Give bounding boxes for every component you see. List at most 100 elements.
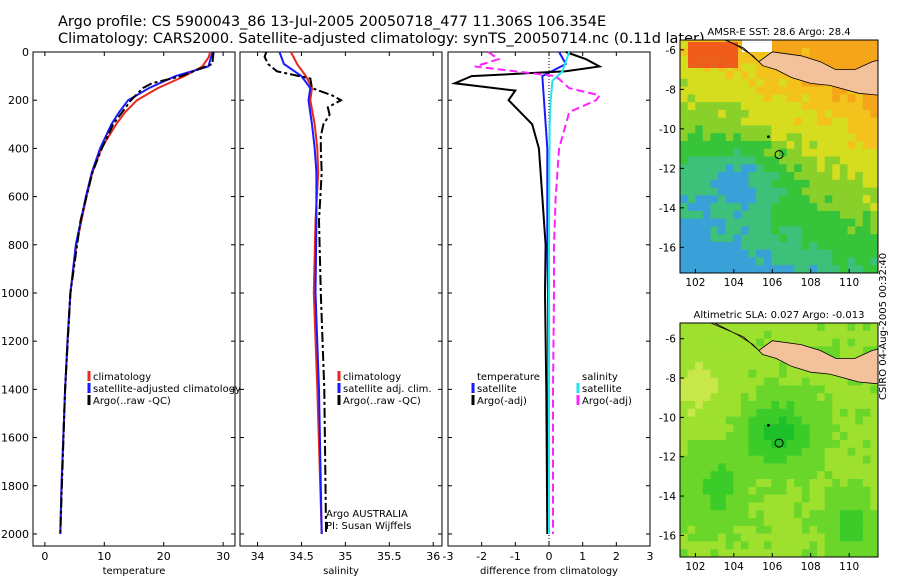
sst-map-land bbox=[723, 40, 878, 96]
map-cell bbox=[779, 455, 788, 464]
y-tick-label: 1400 bbox=[1, 383, 29, 396]
map-cell bbox=[855, 141, 864, 150]
map-cell bbox=[779, 133, 788, 142]
map-cell bbox=[687, 471, 696, 480]
map-cell bbox=[832, 86, 841, 95]
map-cell bbox=[824, 102, 833, 111]
map-cell bbox=[725, 471, 734, 480]
map-cell bbox=[847, 525, 856, 535]
map-cell bbox=[771, 133, 780, 142]
map-cell bbox=[710, 494, 719, 503]
map-cell bbox=[870, 47, 878, 57]
map-cell bbox=[756, 518, 765, 527]
map-cell bbox=[687, 330, 696, 340]
x-tick-label: 36 bbox=[426, 550, 440, 563]
map-cell bbox=[824, 346, 833, 355]
map-cell bbox=[786, 265, 795, 273]
map-cell bbox=[839, 486, 849, 496]
legend-diff-temp-label: Argo(-adj) bbox=[477, 396, 527, 407]
map-cell bbox=[740, 354, 750, 363]
map-cell bbox=[832, 408, 841, 418]
map-cell bbox=[809, 195, 818, 204]
map-cell bbox=[801, 203, 810, 212]
map-cell bbox=[710, 424, 719, 433]
map-cell bbox=[862, 218, 871, 227]
map-cell bbox=[786, 148, 795, 158]
map-cell bbox=[779, 71, 788, 80]
map-cell bbox=[733, 226, 742, 235]
map-cell bbox=[794, 164, 803, 173]
map-cell bbox=[817, 148, 826, 158]
legend-diff-sal-label: Argo(-adj) bbox=[582, 396, 632, 407]
map-cell bbox=[832, 203, 841, 212]
map-cell bbox=[779, 463, 788, 472]
map-cell bbox=[794, 323, 803, 332]
y-tick-label: 1600 bbox=[1, 432, 29, 445]
map-cell bbox=[740, 385, 750, 394]
map-cell bbox=[870, 265, 878, 273]
map-cell bbox=[801, 133, 810, 142]
map-cell bbox=[763, 393, 772, 402]
map-cell bbox=[680, 518, 689, 527]
map-cell bbox=[733, 393, 742, 402]
map-cell bbox=[801, 401, 810, 410]
map-cell bbox=[695, 71, 704, 80]
map-cell bbox=[725, 179, 734, 189]
map-cell bbox=[771, 525, 780, 535]
map-cell bbox=[801, 338, 810, 347]
map-x-tick-label: 106 bbox=[762, 277, 782, 289]
map-cell bbox=[809, 393, 818, 402]
map-cell bbox=[733, 78, 742, 88]
map-cell bbox=[695, 416, 704, 425]
map-cell bbox=[725, 249, 734, 259]
map-cell bbox=[839, 249, 849, 259]
map-cell bbox=[756, 338, 765, 347]
map-cell bbox=[862, 494, 871, 503]
map-cell bbox=[718, 408, 727, 418]
map-cell bbox=[740, 187, 750, 196]
x-tick-label: -1 bbox=[510, 550, 521, 563]
map-cell bbox=[687, 257, 696, 266]
map-cell bbox=[740, 55, 750, 64]
map-cell bbox=[862, 265, 871, 273]
map-cell bbox=[779, 172, 788, 181]
map-cell bbox=[839, 47, 849, 57]
map-cell bbox=[832, 393, 841, 402]
map-cell bbox=[771, 234, 780, 243]
map-cell bbox=[809, 463, 818, 472]
map-cell bbox=[687, 195, 696, 204]
map-cell bbox=[680, 463, 689, 472]
map-cell bbox=[763, 463, 772, 472]
map-cell bbox=[779, 533, 788, 542]
map-cell bbox=[817, 385, 826, 394]
map-cell bbox=[794, 463, 803, 472]
map-cell bbox=[779, 471, 788, 480]
map-cell bbox=[725, 393, 734, 402]
map-cell bbox=[824, 257, 833, 266]
map-cell bbox=[786, 401, 795, 410]
map-cell bbox=[695, 486, 704, 496]
map-cell bbox=[733, 187, 742, 196]
map-cell bbox=[710, 234, 719, 243]
map-cell bbox=[702, 94, 711, 103]
legend-sal-label: Argo(..raw -QC) bbox=[343, 396, 421, 407]
map-cell bbox=[725, 141, 734, 150]
salinity-profile-frame bbox=[239, 51, 443, 547]
map-cell bbox=[695, 172, 704, 181]
map-cell bbox=[756, 125, 765, 134]
map-cell bbox=[801, 455, 810, 464]
map-cell bbox=[680, 71, 689, 80]
map-cell bbox=[832, 47, 841, 57]
map-cell bbox=[771, 533, 780, 542]
map-cell bbox=[748, 141, 757, 150]
map-cell bbox=[801, 408, 810, 418]
map-cell bbox=[870, 148, 878, 158]
map-cell bbox=[794, 377, 803, 386]
map-cell bbox=[847, 109, 856, 119]
map-cell bbox=[763, 71, 772, 80]
map-cell bbox=[855, 164, 864, 173]
map-cell bbox=[870, 479, 878, 488]
map-cell bbox=[695, 401, 704, 410]
map-cell bbox=[756, 533, 765, 542]
map-cell bbox=[862, 518, 871, 527]
